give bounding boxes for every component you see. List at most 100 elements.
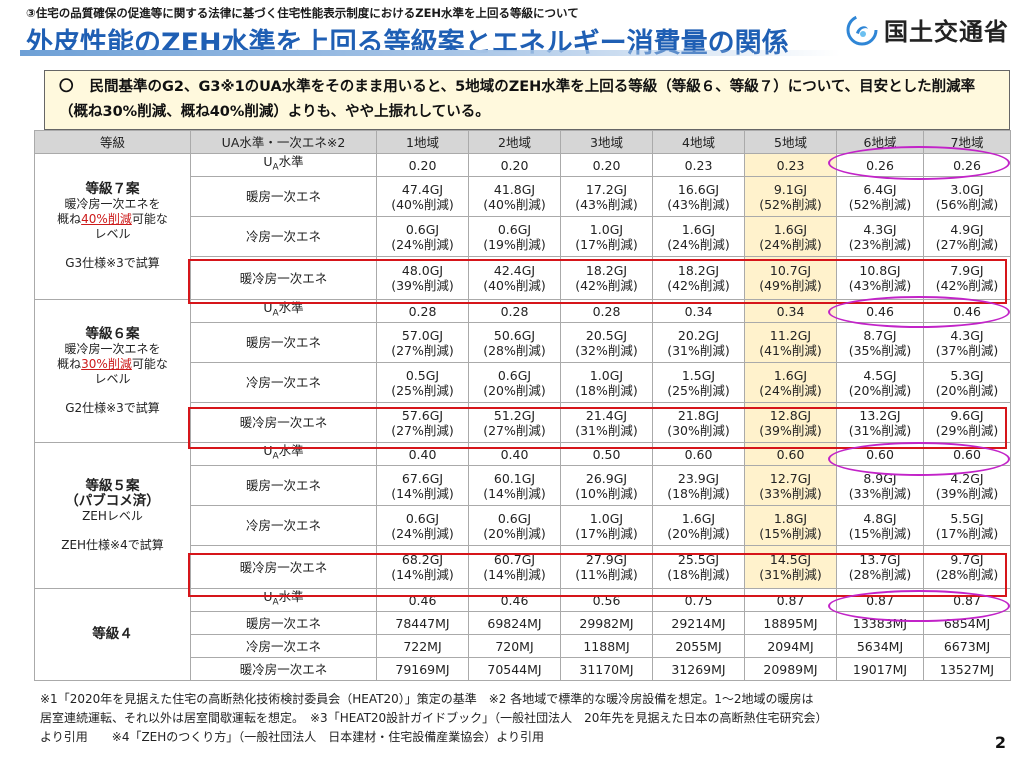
header-cell: 2地域 — [468, 130, 561, 154]
cell-reduction: (27%削減) — [391, 342, 454, 358]
value-cell: 60.7GJ (14%削減) — [468, 545, 561, 589]
ua-subscript: A — [272, 597, 279, 608]
cell-value: 0.5GJ — [405, 367, 440, 383]
header-cell: 7地域 — [923, 130, 1011, 154]
cell-value: 18.2GJ — [677, 263, 720, 278]
value-cell: 13.7GJ (28%削減) — [836, 545, 924, 589]
cell-value: 18.2GJ — [585, 263, 628, 278]
cell-reduction: (31%削減) — [848, 422, 912, 438]
grade-title: 等級４ — [92, 626, 133, 642]
ua-subscript: A — [272, 162, 279, 173]
cell-reduction: (28%削減) — [935, 567, 999, 582]
value-cell: 0.60 — [652, 442, 745, 466]
value-cell: 23.9GJ (18%削減) — [652, 465, 745, 506]
grade-cell: 等級５案 （パブコメ済） ZEHレベル ZEH仕様※4で試算 — [34, 442, 191, 589]
header-cell: UA水準・一次エネ※2 — [190, 130, 377, 154]
row-label: 暖房一次エネ — [190, 465, 377, 506]
value-cell: 18.2GJ (42%削減) — [652, 256, 745, 300]
cell-reduction: (25%削減) — [391, 382, 454, 398]
cell-value: 41.8GJ — [493, 181, 536, 197]
table-row: 暖冷房一次エネ 48.0GJ (39%削減) 42.4GJ (40%削減) 18.2GJ(… — [35, 256, 1011, 300]
cell-value: 0.56 — [592, 592, 621, 608]
cell-reduction: (25%削減) — [667, 382, 730, 398]
grade-reduction-line: 概ね40%削減可能な — [37, 212, 188, 227]
value-cell: 1.5GJ (25%削減) — [652, 362, 745, 403]
footnotes: ※1「2020年を見据えた住宅の高断熱化技術検討委員会（HEAT20）」策定の基… — [40, 690, 1010, 747]
cell-value: 0.6GJ — [497, 221, 532, 237]
cell-reduction: (27%削減) — [483, 422, 546, 438]
cell-reduction: (39%削減) — [391, 278, 454, 293]
note-text: 民間基準のG2、G3※1のUA水準をそのまま用いると、5地域のZEH水準を上回る… — [59, 79, 976, 120]
page-number: 2 — [994, 733, 1006, 752]
cell-reduction: (24%削減) — [759, 382, 822, 398]
value-cell: 2055MJ — [652, 634, 745, 658]
row-label: 暖冷房一次エネ — [190, 256, 377, 300]
value-cell: 0.87 — [836, 588, 924, 612]
cell-value: 4.3GJ — [950, 327, 984, 343]
cell-value: 21.4GJ — [585, 407, 628, 423]
row-label: 暖冷房一次エネ — [190, 657, 377, 681]
cell-value: 0.75 — [684, 592, 713, 608]
table-header-row: 等級 UA水準・一次エネ※2 1地域 2地域 3地域 4地域 5地域 6地域 7地域 — [34, 130, 1011, 154]
value-cell: 57.6GJ (27%削減) — [376, 402, 469, 443]
footnote-line: ※1「2020年を見据えた住宅の高断熱化技術検討委員会（HEAT20）」策定の基… — [40, 692, 814, 706]
cell-reduction: (24%削減) — [759, 236, 822, 252]
cell-value: 51.2GJ — [493, 407, 536, 423]
table-row: 暖冷房一次エネ 68.2GJ (14%削減) 60.7GJ (14%削減) 27.9GJ(… — [35, 545, 1011, 589]
row-label: UA水準 — [190, 153, 377, 177]
cell-value: 0.28 — [500, 303, 529, 319]
cell-value: 722MJ — [403, 638, 442, 654]
cell-value: 57.6GJ — [401, 407, 444, 423]
cell-value: 67.6GJ — [401, 470, 444, 486]
table-row: 等級６案 暖冷房一次エネを 概ね30%削減可能な レベル G2仕様※3で試算 UA水準 0.… — [34, 299, 1011, 443]
value-cell: 50.6GJ (28%削減) — [468, 322, 561, 363]
cell-value: 0.28 — [592, 303, 621, 319]
value-cell: 31269MJ — [652, 657, 745, 681]
value-cell: 5634MJ — [836, 634, 924, 658]
grade-reduction-target: 40%削減 — [81, 212, 132, 226]
cell-reduction: (29%削減) — [935, 422, 999, 438]
cell-value: 8.9GJ — [863, 470, 897, 486]
table-row: 等級７案 暖冷房一次エネを 概ね40%削減可能な レベル G3仕様※3で試算 UA水準 0.… — [34, 153, 1011, 300]
cell-value: 10.7GJ — [769, 263, 812, 278]
row-label: 暖房一次エネ — [190, 322, 377, 363]
value-cell: 0.6GJ (19%削減) — [468, 216, 561, 257]
ua-symbol: U — [263, 443, 273, 459]
value-cell: 5.3GJ (20%削減) — [923, 362, 1011, 403]
value-cell: 8.7GJ (35%削減) — [836, 322, 924, 363]
cell-reduction: (11%削減) — [575, 567, 638, 582]
value-cell: 60.1GJ (14%削減) — [468, 465, 561, 506]
header-cell: 3地域 — [560, 130, 653, 154]
value-cell: 0.20 — [468, 153, 561, 177]
cell-value: 78447MJ — [395, 615, 450, 631]
grade-subtitle: （パブコメ済） — [65, 492, 160, 509]
value-cell: 0.6GJ (20%削減) — [468, 505, 561, 546]
table-row: 冷房一次エネ 0.6GJ (24%削減) 0.6GJ (19%削減) 1.0GJ (17%削… — [35, 216, 1011, 257]
value-cell: 0.6GJ (24%削減) — [376, 216, 469, 257]
value-cell: 41.8GJ (40%削減) — [468, 176, 561, 217]
value-cell: 20989MJ — [744, 657, 837, 681]
row-label: UA水準 — [190, 588, 377, 612]
ua-text: 水準 — [278, 154, 304, 170]
value-cell: 1.6GJ (24%削減) — [652, 216, 745, 257]
title-underline — [20, 50, 840, 56]
energy-table: 等級 UA水準・一次エネ※2 1地域 2地域 3地域 4地域 5地域 6地域 7地域 等級７案暖… — [34, 130, 1011, 681]
cell-value: 0.34 — [776, 303, 805, 319]
cell-value: 1.6GJ — [773, 221, 808, 237]
cell-reduction: (28%削減) — [483, 342, 546, 358]
cell-value: 42.4GJ — [493, 263, 536, 278]
cell-value: 0.46 — [866, 303, 894, 319]
cell-reduction: (43%削減) — [667, 196, 730, 212]
cell-reduction: (17%削減) — [935, 525, 999, 541]
value-cell: 6.4GJ (52%削減) — [836, 176, 924, 217]
cell-value: 1.0GJ — [589, 510, 624, 526]
cell-value: 0.23 — [684, 157, 713, 173]
value-cell: 42.4GJ (40%削減) — [468, 256, 561, 300]
value-cell: 20.2GJ (31%削減) — [652, 322, 745, 363]
value-cell: 0.87 — [744, 588, 837, 612]
cell-value: 0.28 — [408, 303, 437, 319]
cell-value: 0.20 — [592, 157, 621, 173]
row-label: 暖房一次エネ — [190, 176, 377, 217]
value-cell: 722MJ — [376, 634, 469, 658]
cell-reduction: (43%削減) — [848, 278, 912, 293]
